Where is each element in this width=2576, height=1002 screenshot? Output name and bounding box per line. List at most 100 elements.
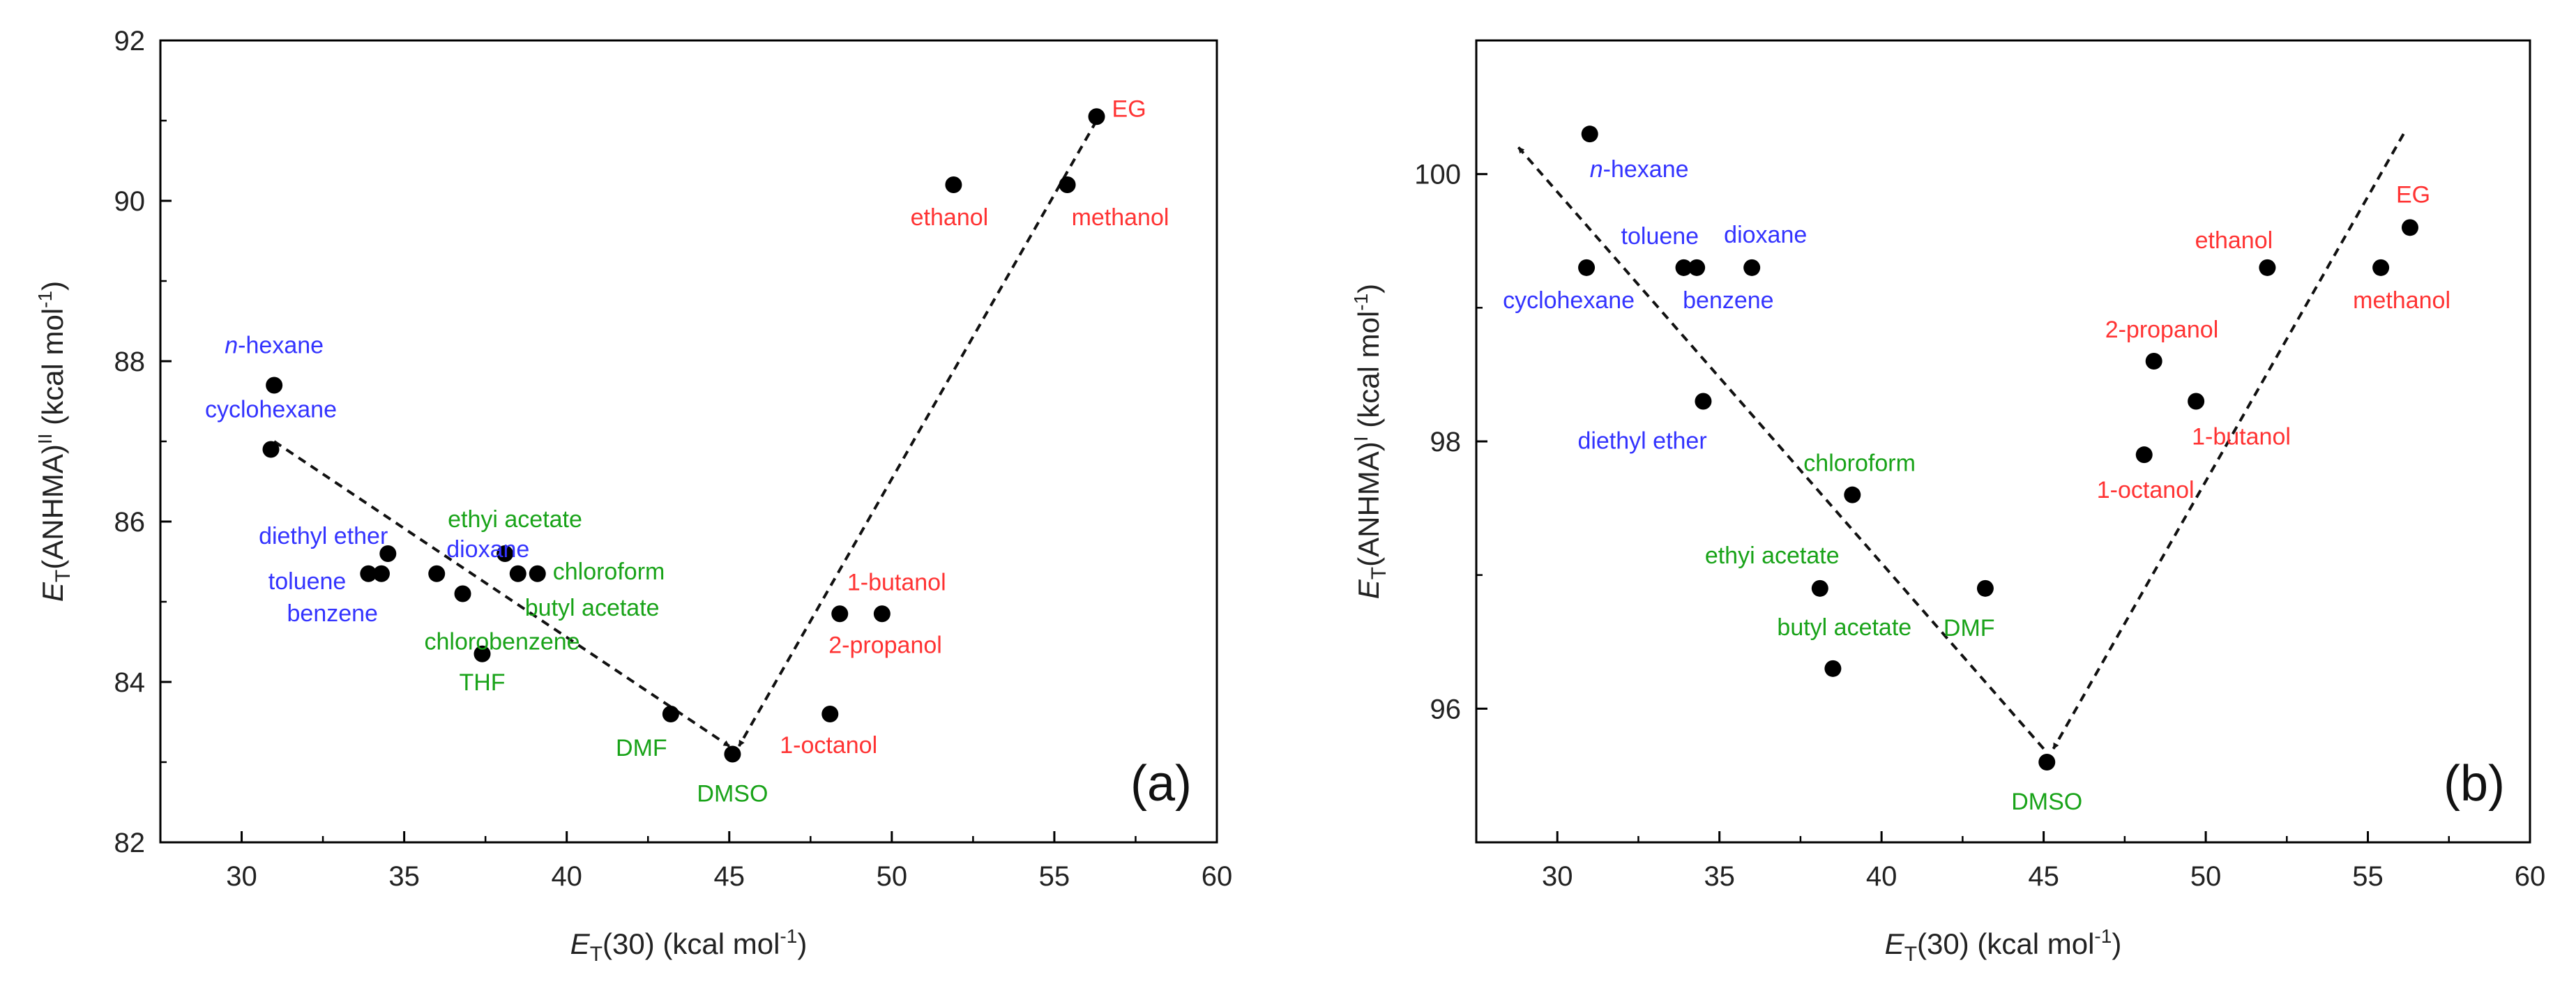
point-label: n-hexane (225, 333, 324, 359)
point-label: toluene (268, 568, 347, 595)
data-point (473, 645, 491, 662)
point-label: DMF (1944, 615, 1995, 642)
x-tick-label: 60 (1202, 861, 1233, 892)
x-tick-label: 60 (2515, 861, 2546, 892)
x-axis-title-subscript: T (1904, 943, 1917, 966)
point-label: EG (2396, 181, 2430, 208)
x-axis-title-symbol: E (570, 927, 591, 960)
data-point (1578, 259, 1596, 276)
data-point (379, 545, 397, 562)
point-label: methanol (2353, 287, 2450, 314)
plot-frame (159, 39, 1218, 844)
point-label: cyclohexane (205, 397, 337, 423)
data-point (266, 377, 283, 394)
data-point (1059, 176, 1076, 193)
point-label: dioxane (1724, 222, 1807, 248)
point-label: cyclohexane (1503, 287, 1635, 314)
y-axis-title-unit-superscript: -1 (1350, 294, 1372, 311)
point-label: DMSO (2011, 789, 2082, 815)
data-point (821, 706, 839, 722)
y-axis-title-subscript: T (1367, 567, 1391, 579)
point-label: 1-octanol (780, 732, 877, 759)
data-point (360, 565, 377, 582)
y-tick-label: 100 (1414, 160, 1461, 190)
y-axis-title-symbol: E (36, 582, 69, 602)
panel-label: (b) (2444, 756, 2505, 812)
x-tick-label: 40 (1866, 861, 1897, 892)
data-point (1976, 579, 1994, 597)
y-axis-title-subscript: T (52, 570, 75, 582)
point-label: chloroform (1803, 450, 1916, 477)
y-tick-label: 88 (114, 347, 146, 377)
data-point (1811, 579, 1828, 597)
x-tick-label: 30 (226, 861, 257, 892)
point-label: benzene (1683, 287, 1773, 314)
data-point (662, 706, 679, 722)
y-axis-title-superscript: II (34, 434, 56, 445)
x-tick-label: 55 (2352, 861, 2384, 892)
y-axis-title-superscript: I (1350, 436, 1372, 441)
data-point (509, 565, 526, 582)
trend-arrow (273, 440, 730, 747)
y-axis-title-close: ) (36, 281, 69, 291)
point-label: 2-propanol (2105, 317, 2219, 343)
x-tick-label: 50 (877, 861, 908, 892)
point-label: ethyi acetate (1705, 542, 1840, 569)
point-label-italic: n (1590, 156, 1603, 183)
point-label: chloroform (553, 559, 665, 585)
point-label: THF (459, 669, 505, 696)
point-label: 2-propanol (828, 632, 942, 658)
y-axis-title-unit: (kcal mol (36, 308, 69, 434)
data-point (1675, 259, 1692, 276)
x-tick-label: 35 (388, 861, 420, 892)
y-tick-label: 86 (114, 507, 146, 538)
point-label: 1-butanol (2192, 424, 2291, 450)
y-axis-title-symbol: E (1352, 579, 1385, 599)
y-axis-title-unit: (kcal mol (1352, 311, 1385, 437)
y-tick-label: 82 (114, 828, 146, 858)
x-tick-label: 40 (551, 861, 582, 892)
y-tick-label: 96 (1430, 694, 1462, 724)
x-tick-label: 55 (1039, 861, 1070, 892)
data-point (262, 441, 280, 458)
x-axis-title: ET(30) (kcal mol-1) (570, 925, 808, 966)
trend-arrow (1517, 146, 2045, 750)
point-label: butyl acetate (1777, 614, 1911, 641)
x-axis-title-superscript: -1 (2094, 925, 2112, 947)
data-point (945, 176, 962, 193)
data-point (1743, 259, 1761, 276)
y-tick-label: 84 (114, 667, 146, 698)
x-axis-title-close: ) (2112, 927, 2121, 960)
point-label: 1-butanol (847, 569, 946, 595)
point-label: DMSO (697, 781, 768, 807)
y-axis-title-unit-superscript: -1 (34, 291, 56, 308)
point-label: n-hexane (1590, 156, 1689, 183)
y-axis-title: ET(ANHMA)I (kcal mol-1) (1350, 284, 1391, 599)
x-tick-label: 50 (2190, 861, 2222, 892)
x-axis-title-symbol: E (1885, 927, 1905, 960)
point-label-rest: -hexane (1603, 156, 1689, 183)
data-point (372, 565, 390, 582)
data-point (529, 565, 546, 582)
y-axis-title-text: (ANHMA) (36, 444, 69, 570)
point-label: toluene (1621, 223, 1699, 250)
point-label-rest: -hexane (238, 333, 324, 359)
data-point (1088, 108, 1105, 126)
point-label: butyl acetate (525, 595, 660, 621)
x-tick-label: 30 (1542, 861, 1573, 892)
data-point (2259, 259, 2276, 276)
point-label: DMF (616, 735, 667, 761)
data-point (2145, 353, 2162, 370)
y-tick-label: 92 (114, 26, 146, 56)
point-label: EG (1112, 96, 1146, 122)
point-label: dioxane (446, 536, 529, 563)
point-label: benzene (287, 600, 378, 627)
x-axis-title-text: (30) (kcal mol (603, 927, 780, 960)
data-point (2401, 219, 2418, 236)
trend-arrow (738, 120, 1098, 747)
y-tick-label: 98 (1430, 427, 1462, 457)
y-axis-title: ET(ANHMA)II (kcal mol-1) (34, 281, 75, 602)
